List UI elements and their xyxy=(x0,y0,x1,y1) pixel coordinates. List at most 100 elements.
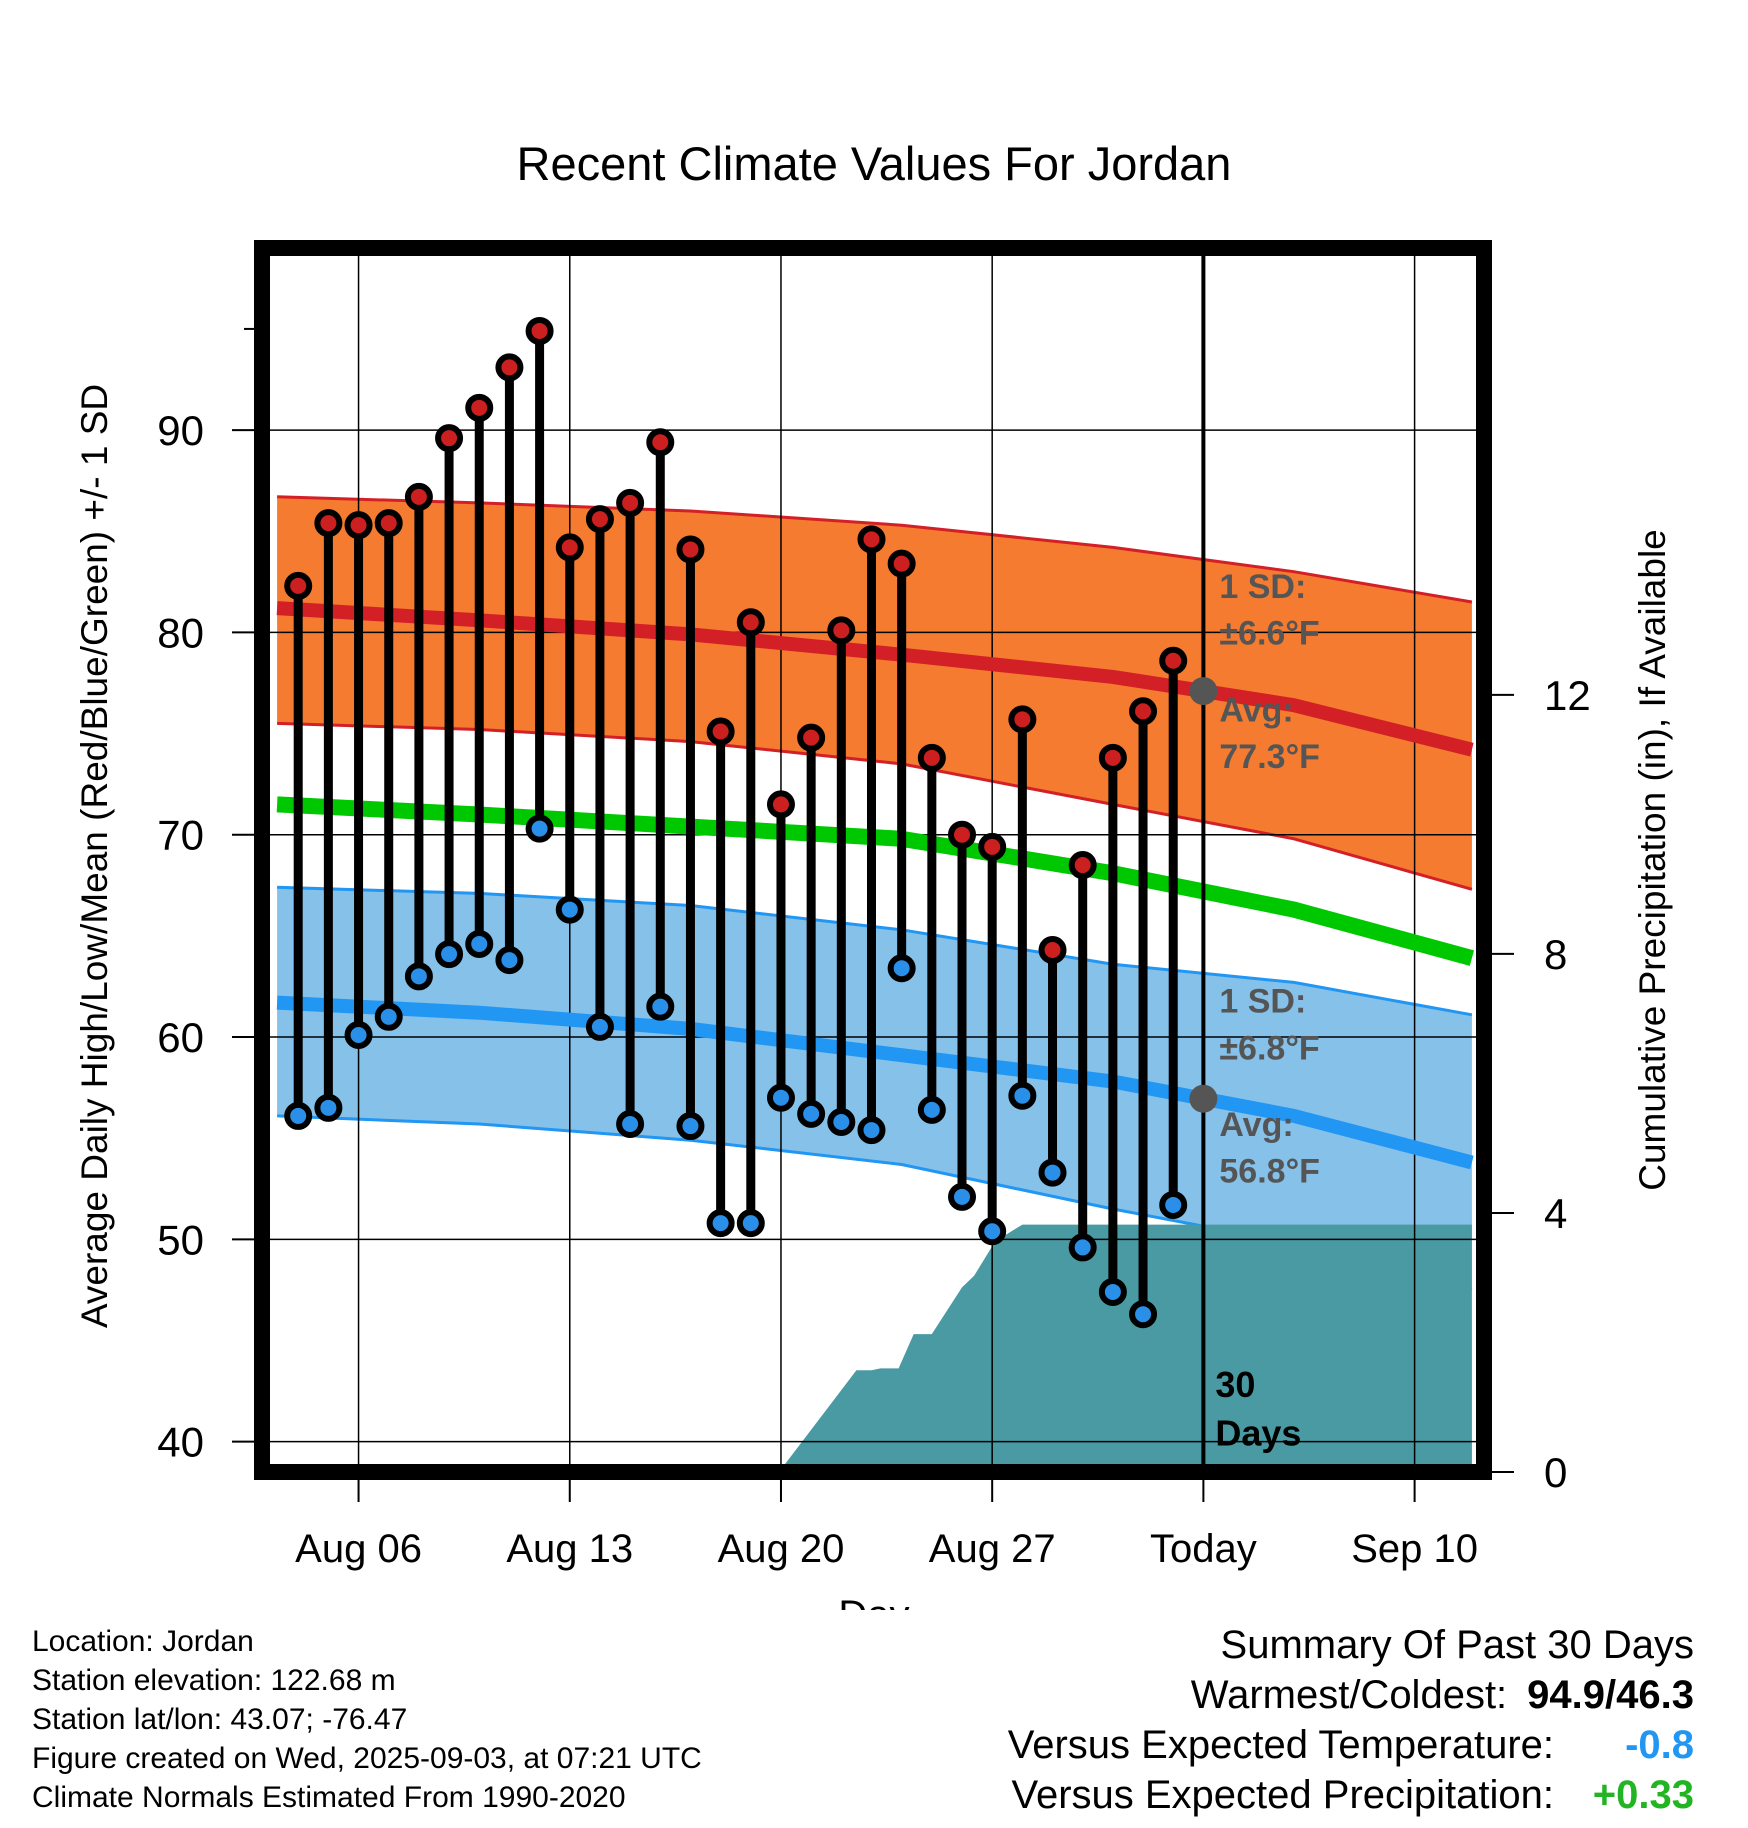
daily-high-point xyxy=(1038,936,1067,965)
y-tick-label: 90 xyxy=(157,407,204,454)
daily-low-point xyxy=(585,1012,614,1041)
daily-low-point xyxy=(555,895,584,924)
daily-low-point xyxy=(404,962,433,991)
x-tick-label: Aug 06 xyxy=(295,1527,422,1571)
daily-high-point xyxy=(646,428,675,457)
summary-title: Summary Of Past 30 Days xyxy=(1220,1623,1694,1667)
daily-high-point xyxy=(555,533,584,562)
daily-low-point xyxy=(797,1099,826,1128)
temp-departure-label: Versus Expected Temperature: xyxy=(1007,1723,1554,1767)
normals-period: Climate Normals Estimated From 1990-2020 xyxy=(32,1781,626,1814)
daily-high-point xyxy=(797,723,826,752)
station-latlon: Station lat/lon: 43.07; -76.47 xyxy=(32,1703,408,1736)
daily-high-point xyxy=(766,790,795,819)
daily-high-point xyxy=(948,820,977,849)
daily-high-point xyxy=(1159,646,1188,675)
daily-high-point xyxy=(344,511,373,540)
daily-high-point xyxy=(887,549,916,578)
figure-created: Figure created on Wed, 2025-09-03, at 07… xyxy=(32,1742,702,1775)
y-tick-label: 50 xyxy=(157,1216,204,1263)
daily-low-point xyxy=(646,992,675,1021)
low-normal-line xyxy=(276,995,1474,1170)
plot-frame xyxy=(254,240,1492,1480)
y2-tick-label: 4 xyxy=(1544,1190,1567,1237)
daily-high-point xyxy=(616,488,645,517)
y-tick-label: 70 xyxy=(157,812,204,859)
y2-tick-label: 8 xyxy=(1544,931,1567,978)
y-axis-right-label: Cumulative Precipitation (in), If Availa… xyxy=(1632,529,1673,1191)
daily-high-point xyxy=(1008,705,1037,734)
chart-title: Recent Climate Values For Jordan xyxy=(517,137,1232,190)
daily-low-point xyxy=(374,1002,403,1031)
daily-high-point xyxy=(736,608,765,637)
daily-high-point xyxy=(585,505,614,534)
plot-area: 1 SD: ±6.6°F Avg: 77.3°F 1 SD: ±6.8°F Avg: 56.8… xyxy=(157,240,1591,1571)
low-avg-value: 56.8°F xyxy=(1219,1153,1320,1191)
summary-temp: Versus Expected Temperature: -0.8 xyxy=(794,1720,1694,1770)
daily-low-point xyxy=(495,946,524,975)
daily-high-point xyxy=(314,509,343,538)
daily-high-point xyxy=(374,509,403,538)
daily-low-point xyxy=(525,814,554,843)
daily-low-point xyxy=(948,1182,977,1211)
daily-high-point xyxy=(435,424,464,453)
x-tick-label: Today xyxy=(1150,1527,1257,1571)
daily-low-point xyxy=(736,1209,765,1238)
daily-high-point xyxy=(1129,697,1158,726)
plot-content xyxy=(262,248,1484,1472)
y2-tick-label: 0 xyxy=(1544,1449,1567,1496)
daily-high-point xyxy=(706,717,735,746)
daily-low-point xyxy=(706,1209,735,1238)
warm-cold-label: Warmest/Coldest: xyxy=(1190,1673,1508,1717)
daily-high-point xyxy=(857,525,886,554)
daily-high-point xyxy=(284,571,313,600)
daily-high-point xyxy=(827,616,856,645)
summary-precip: Versus Expected Precipitation: +0.33 xyxy=(794,1770,1694,1820)
daily-high-point xyxy=(404,482,433,511)
daily-high-point xyxy=(676,535,705,564)
y-tick-label: 80 xyxy=(157,609,204,656)
daily-low-point xyxy=(827,1107,856,1136)
high-avg-value: 77.3°F xyxy=(1219,738,1320,776)
daily-high-point xyxy=(1068,851,1097,880)
today-high-avg-marker xyxy=(1189,677,1218,706)
warm-cold-value: 94.9/46.3 xyxy=(1527,1673,1694,1717)
daily-low-point xyxy=(1038,1158,1067,1187)
x-tick-label: Aug 20 xyxy=(718,1527,845,1571)
x-tick-label: Aug 27 xyxy=(929,1527,1056,1571)
low-sd-value: ±6.8°F xyxy=(1219,1029,1319,1067)
daily-low-point xyxy=(1098,1277,1127,1306)
daily-low-point xyxy=(1068,1233,1097,1262)
daily-low-point xyxy=(465,929,494,958)
daily-low-point xyxy=(766,1083,795,1112)
station-location: Location: Jordan xyxy=(32,1625,254,1658)
precip-departure-label: Versus Expected Precipitation: xyxy=(1011,1773,1554,1817)
high-avg-label: Avg: xyxy=(1219,691,1293,729)
y-tick-label: 60 xyxy=(157,1014,204,1061)
x-tick-label: Aug 13 xyxy=(506,1527,633,1571)
daily-high-point xyxy=(465,393,494,422)
station-info: Location: Jordan Station elevation: 122.… xyxy=(32,1622,702,1817)
daily-high-point xyxy=(495,353,524,382)
low-sd-label: 1 SD: xyxy=(1219,983,1306,1021)
low-avg-label: Avg: xyxy=(1219,1106,1293,1144)
period-label-number: 30 xyxy=(1215,1364,1255,1405)
daily-high-point xyxy=(525,316,554,345)
daily-low-point xyxy=(435,940,464,969)
x-tick-label: Sep 10 xyxy=(1351,1527,1478,1571)
daily-high-point xyxy=(917,743,946,772)
daily-low-point xyxy=(978,1217,1007,1246)
climate-chart: Recent Climate Values For Jordan 1 SD: ±6… xyxy=(74,137,1673,1610)
y2-tick-label: 12 xyxy=(1544,672,1591,719)
y-axis-left-label: Average Daily High/Low/Mean (Red/Blue/Gr… xyxy=(74,384,115,1328)
cumulative-precip-area xyxy=(277,1224,1472,1472)
daily-low-point xyxy=(917,1095,946,1124)
daily-low-point xyxy=(1008,1081,1037,1110)
x-axis-label: Day xyxy=(838,1593,909,1610)
station-elevation: Station elevation: 122.68 m xyxy=(32,1664,396,1697)
daily-low-point xyxy=(344,1021,373,1050)
summary-panel: Summary Of Past 30 Days Warmest/Coldest:… xyxy=(794,1620,1694,1820)
summary-warm-cold: Warmest/Coldest: 94.9/46.3 xyxy=(794,1670,1694,1720)
daily-high-point xyxy=(1098,743,1127,772)
daily-high-point xyxy=(978,832,1007,861)
